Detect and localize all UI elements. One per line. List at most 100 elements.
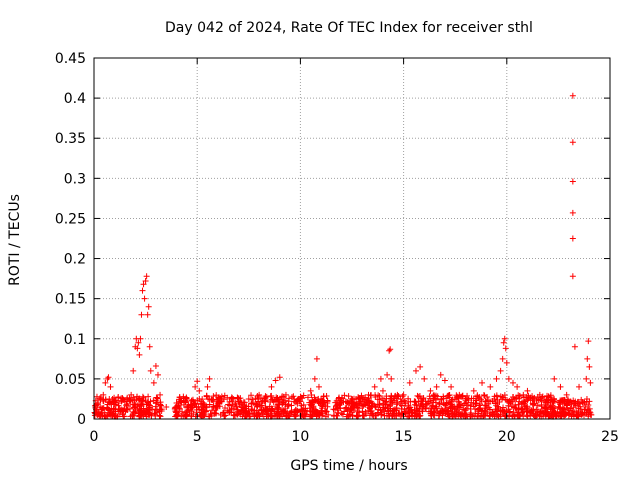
data-point [152,363,159,370]
data-point-baseline [451,403,458,410]
y-tick-label: 0.25 [55,211,86,227]
data-point-baseline [443,406,450,413]
data-point [557,383,564,390]
data-point-baseline [292,399,299,406]
data-point [388,375,395,382]
data-point-baseline [505,402,512,409]
data-point-baseline [274,394,281,401]
data-point-baseline [154,395,161,402]
data-point-baseline [538,410,545,417]
data-point [530,395,537,402]
y-tick-label: 0.45 [55,51,86,67]
data-point-baseline [274,405,281,412]
data-point-baseline [478,397,485,404]
data-point-baseline [211,410,218,417]
data-point-baseline [350,407,357,414]
grid-lines [94,58,610,419]
data-point-baseline [558,412,565,419]
data-point [456,391,463,398]
data-point-baseline [583,409,590,416]
data-point [394,391,401,398]
data-point-baseline [123,402,130,409]
data-point [500,339,507,346]
data-point [235,398,242,405]
data-point-baseline [129,396,136,403]
data-point-baseline [285,413,292,420]
data-point [102,379,109,386]
data-point-baseline [391,407,398,414]
y-tick-label: 0.4 [64,91,86,107]
data-point-baseline [415,393,422,400]
data-point-baseline [145,411,152,418]
x-axis-label: GPS time / hours [290,458,407,474]
data-point-baseline [115,394,122,401]
data-point [313,355,320,362]
data-point-baseline [318,408,325,415]
data-point [206,375,213,382]
data-point [536,391,543,398]
data-point [200,399,207,406]
data-point-baseline [180,393,187,400]
data-point-baseline [387,398,394,405]
data-point [470,387,477,394]
data-point-baseline [106,399,113,406]
data-point-baseline [493,402,500,409]
data-point [437,371,444,378]
data-point [479,379,486,386]
data-point [272,377,279,384]
data-point [128,391,135,398]
data-point [497,367,504,374]
data-point-baseline [416,393,423,400]
data-point [139,287,146,294]
data-point-baseline [206,401,213,408]
data-point-baseline [298,413,305,420]
y-tick-label: 0.3 [64,171,86,187]
data-point-baseline [98,410,105,417]
data-point-baseline [586,408,593,415]
data-point-baseline [228,405,235,412]
data-point [586,363,593,370]
data-point-baseline [378,411,385,418]
data-point [433,383,440,390]
data-point-baseline [476,405,483,412]
data-point-baseline [551,398,558,405]
data-point-baseline [376,402,383,409]
x-axis-ticks: 0 5 10 15 20 25 [90,58,619,445]
data-point-baseline [281,408,288,415]
data-point-baseline [249,396,256,403]
y-tick-label: 0.2 [64,252,86,268]
data-point-baseline [237,411,244,418]
data-point-baseline [438,395,445,402]
data-point-baseline [294,407,301,414]
data-point-baseline [191,400,198,407]
data-point-baseline [494,403,501,410]
data-point-baseline [561,396,568,403]
data-point-baseline [467,402,474,409]
data-point-baseline [119,397,126,404]
data-point-baseline [428,405,435,412]
data-point [192,383,199,390]
data-point-baseline [359,402,366,409]
data-point [509,379,516,386]
data-point-baseline [304,394,311,401]
data-point-baseline [254,394,261,401]
data-point [569,139,576,146]
data-point [379,387,386,394]
data-point-baseline [310,404,317,411]
data-point-baseline [174,409,181,416]
data-point-baseline [156,408,163,415]
data-point [487,383,494,390]
data-point-baseline [520,408,527,415]
data-point [95,399,102,406]
data-point [315,383,322,390]
data-point-baseline [510,409,517,416]
data-point-baseline [509,398,516,405]
data-point-baseline [142,397,149,404]
data-point-baseline [412,399,419,406]
data-point-baseline [298,406,305,413]
data-point-baseline [109,413,116,420]
data-point-baseline [256,401,263,408]
data-point-baseline [512,404,519,411]
data-point [150,379,157,386]
data-point-baseline [233,403,240,410]
